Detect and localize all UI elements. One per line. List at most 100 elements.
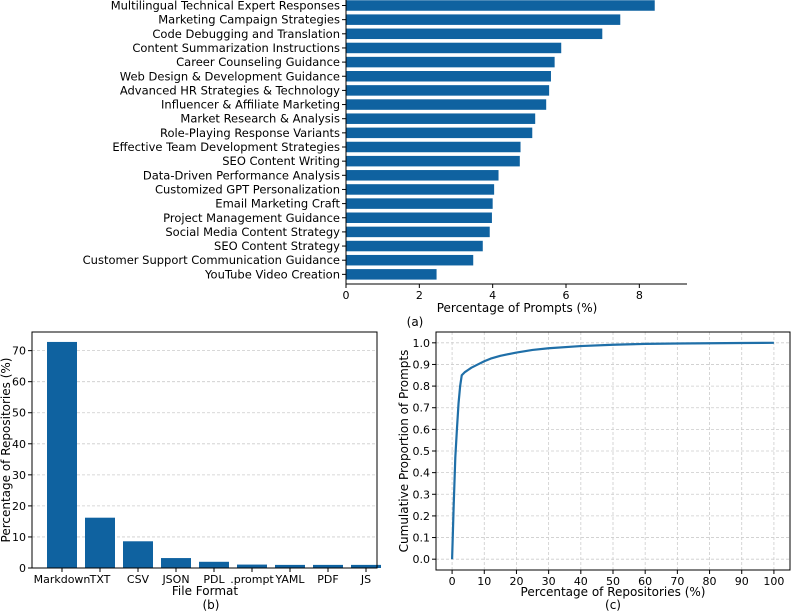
panel-b-frame [31,331,378,569]
panel-c-line-chart: 0 10 20 30 40 50 60 70 80 90 100 0.0 0.1 0.2 0.3 0.4 0.5… [397,331,791,612]
panel-c-y-tick-label: 0.4 [413,467,431,480]
panel-a-bar [346,170,499,181]
panel-a-bar [346,56,555,68]
panel-a-bar [346,155,520,167]
panel-b-bar [351,564,381,568]
panel-a-x-tick-label: 2 [416,289,423,302]
panel-a-bar-chart: Multilingual Technical Expert ResponsesM… [83,0,687,329]
panel-c-y-tick-label: 0.5 [413,445,431,458]
panel-a-category-label: Customer Support Communication Guidance [83,253,340,267]
panel-b-x-label: File Format [172,584,238,598]
panel-c-y-tick-label: 0.1 [413,532,431,545]
panel-c-y-tick-label: 0.7 [413,402,431,415]
panel-c-frame [435,331,791,571]
panel-c-x-tick-label: 30 [542,575,556,588]
panel-a-category-label: SEO Content Writing [222,154,340,168]
panel-a-category-label: Career Counseling Guidance [176,55,340,69]
panel-b-y-tick-label: 70 [12,345,26,358]
panel-a-x-tick-label: 0 [343,289,350,302]
panel-b-category-label: YAML [274,573,305,586]
panel-b-bar [47,341,77,568]
panel-c-y-tick-label: 0.2 [413,510,431,523]
panel-a-bar [346,42,562,54]
panel-b-category-label: .prompt [230,573,274,586]
panel-a-bar [346,141,521,153]
panel-a-category-label: Data-Driven Performance Analysis [143,168,340,182]
panel-a-bar [346,127,533,139]
panel-b-bar [237,564,267,568]
panel-b-category-label: JS [360,573,371,586]
panel-a-caption: (a) [407,315,424,329]
panel-a-category-label: Advanced HR Strategies & Technology [120,83,340,97]
panel-a-bar [346,85,550,96]
panel-b-category-label: PDL [203,573,225,586]
panel-b-y-tick-label: 40 [12,438,26,451]
panel-c-x-tick-label: 20 [509,575,523,588]
panel-a-bar [346,254,474,266]
panel-c-y-tick-label: 0.6 [413,423,431,436]
panel-b-category-label: JSON [161,573,189,586]
panel-a-category-label: Effective Team Development Strategies [112,140,340,154]
panel-a-category-label: SEO Content Strategy [214,239,340,253]
panel-c-cdf-line [450,341,774,560]
panel-a-x-tick-label: 8 [636,289,643,302]
panel-a-bar [346,198,493,209]
panel-b-bar-chart: 0 10 20 30 40 50 60 70 Markdown TXT CSV JSON PDL .pr… [0,331,381,612]
panel-b-bar [313,564,343,568]
panel-c-y-tick-label: 0.3 [413,488,431,501]
panel-b-caption: (b) [203,598,220,612]
panel-c-x-tick-label: 100 [763,575,784,588]
panel-c-x-tick-label: 0 [449,575,456,588]
panel-a-category-label: Customized GPT Personalization [155,182,340,196]
panel-b-y-tick-label: 20 [12,500,26,513]
panel-c-x-tick-label: 60 [638,575,652,588]
panel-c-x-tick-label: 50 [606,575,620,588]
panel-a-category-label: Influencer & Affiliate Marketing [161,98,340,112]
panel-b-y-tick-label: 0 [19,562,26,575]
panel-b-bar [123,541,153,568]
panel-a-category-label: Project Management Guidance [163,211,340,225]
panel-c-y-tick-label: 0.8 [413,380,431,393]
panel-b-bar [199,561,229,568]
panel-b-category-label: PDF [317,573,338,586]
panel-a-bar [346,0,655,11]
panel-a-category-label: Web Design & Development Guidance [120,69,340,83]
panel-c-x-tick-label: 70 [670,575,684,588]
panel-c-x-tick-label: 10 [477,575,491,588]
panel-b-y-tick-label: 50 [12,407,26,420]
panel-a-bar [346,28,603,40]
panel-c-y-label: Cumulative Proportion of Prompts [397,350,411,553]
panel-a-x-tick-label: 6 [563,289,570,302]
panel-c-x-tick-label: 80 [703,575,717,588]
panel-a-bar [346,14,621,25]
panel-a-bar [346,269,437,280]
panel-b-bar [275,564,305,568]
panel-b-y-tick-label: 10 [12,531,26,544]
panel-c-y-tick-label: 1.0 [413,337,431,350]
panel-b-y-label: Percentage of Repositories (%) [0,358,13,543]
panel-b-bar [85,517,115,568]
panel-a-bar [346,212,492,223]
panel-c-x-label: Percentage of Repositories (%) [521,585,706,599]
panel-a-bar [346,99,547,110]
panel-a-bar [346,226,490,238]
panel-a-category-label: Role-Playing Response Variants [160,126,340,140]
panel-a-category-label: Marketing Campaign Strategies [158,13,340,27]
panel-a-category-label: Content Summarization Instructions [132,41,340,55]
panel-a-bar [346,240,483,252]
panel-a-x-tick-label: 4 [489,289,496,302]
panel-a-bar [346,184,495,195]
panel-b-category-label: Markdown [34,573,91,586]
panel-c-y-tick-label: 0.9 [413,358,431,371]
panel-a-category-label: Multilingual Technical Expert Responses [111,0,340,13]
panel-c-x-tick-label: 90 [735,575,749,588]
panel-a-x-label: Percentage of Prompts (%) [437,301,598,315]
panel-c-caption: (c) [605,598,621,612]
panel-c-x-tick-label: 40 [574,575,588,588]
panel-a-category-label: Social Media Content Strategy [165,225,340,239]
panel-c-y-tick-label: 0.0 [413,553,431,566]
panel-b-y-tick-label: 60 [12,376,26,389]
panel-a-bar [346,113,536,124]
panel-a-category-label: Email Marketing Craft [215,197,340,211]
